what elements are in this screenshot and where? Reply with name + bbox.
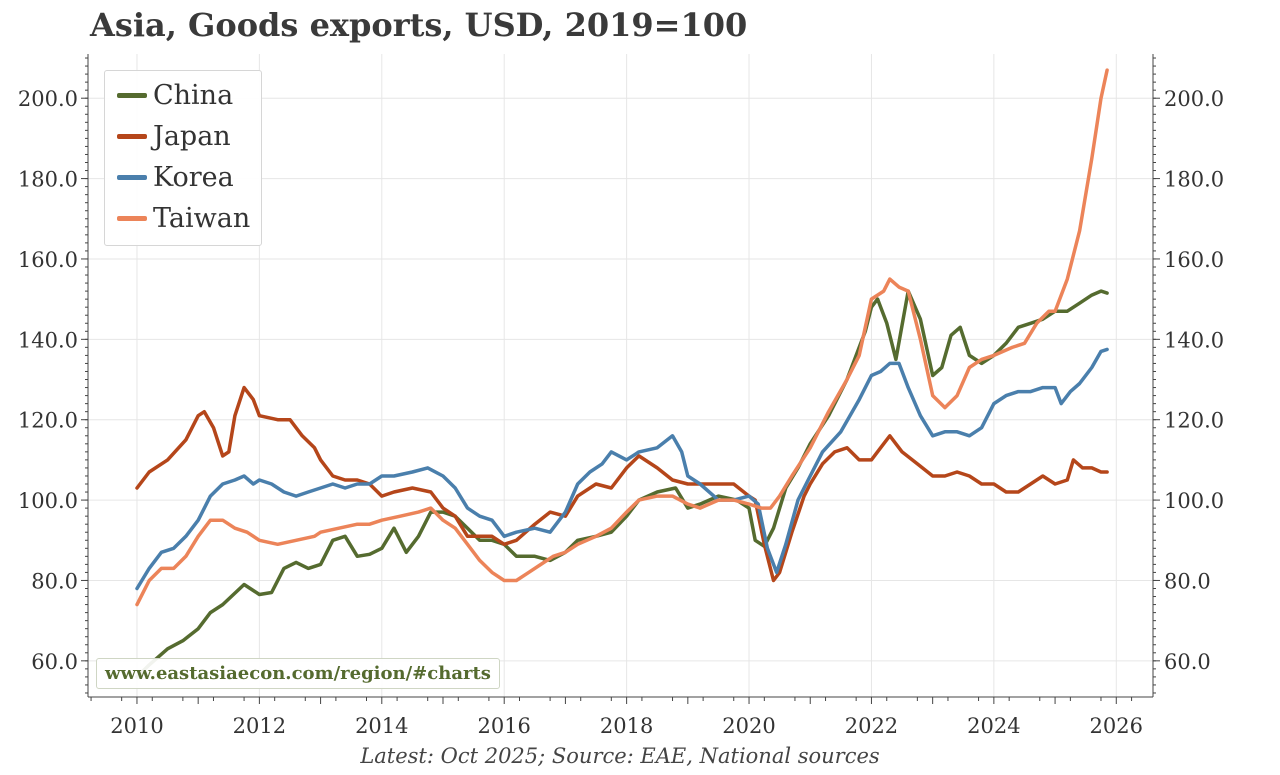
y-tick-label-left: 140.0 [18,328,78,352]
y-tick-label-right: 200.0 [1164,87,1224,111]
x-tick-label: 2010 [110,714,163,738]
legend-swatch [117,216,147,221]
legend-label: Korea [153,162,234,193]
y-tick-label-left: 120.0 [18,409,78,433]
legend-swatch [117,134,147,139]
x-tick-label: 2012 [233,714,286,738]
legend-label: China [153,80,234,111]
legend-item-japan: Japan [105,116,261,157]
legend-swatch [117,93,147,98]
y-tick-label-right: 120.0 [1164,409,1224,433]
y-tick-label-left: 180.0 [18,168,78,192]
series-line-china [135,289,1109,679]
plot-frame [87,54,1154,698]
y-tick-label-left: 80.0 [31,569,78,593]
y-tick-label-right: 180.0 [1164,168,1224,192]
x-tick-label: 2014 [355,714,408,738]
x-tick-label: 2026 [1090,714,1143,738]
y-tick-label-right: 80.0 [1164,569,1211,593]
series-lines [135,68,1109,679]
x-tick-label: 2022 [845,714,898,738]
legend-label: Taiwan [153,203,251,234]
series-line-japan [135,385,1109,583]
legend-swatch [117,175,147,180]
y-tick-label-left: 160.0 [18,248,78,272]
y-tick-label-left: 100.0 [18,489,78,513]
legend-item-korea: Korea [105,157,261,198]
y-tick-label-right: 160.0 [1164,248,1224,272]
legend-label: Japan [153,121,231,152]
chart-title: Asia, Goods exports, USD, 2019=100 [90,6,748,44]
axis-ticks: 60.0 60.0 80.0 80.0 100.0 100.0 120.0 120.0 140.… [18,57,1224,738]
series-line-korea [135,347,1109,591]
watermark-url: www.eastasiaecon.com/region/#charts [96,658,500,689]
y-tick-label-left: 60.0 [31,650,78,674]
x-tick-label: 2024 [967,714,1020,738]
y-tick-label-right: 140.0 [1164,328,1224,352]
source-footnote: Latest: Oct 2025; Source: EAE, National … [360,744,880,768]
x-tick-label: 2018 [600,714,653,738]
x-tick-label: 2020 [722,714,775,738]
x-tick-label: 2016 [477,714,530,738]
chart-legend: China Japan Korea Taiwan [104,70,262,246]
legend-item-china: China [105,75,261,116]
legend-item-taiwan: Taiwan [105,198,261,239]
y-tick-label-right: 60.0 [1164,650,1211,674]
series-line-taiwan [135,68,1109,607]
y-tick-label-right: 100.0 [1164,489,1224,513]
y-tick-label-left: 200.0 [18,87,78,111]
